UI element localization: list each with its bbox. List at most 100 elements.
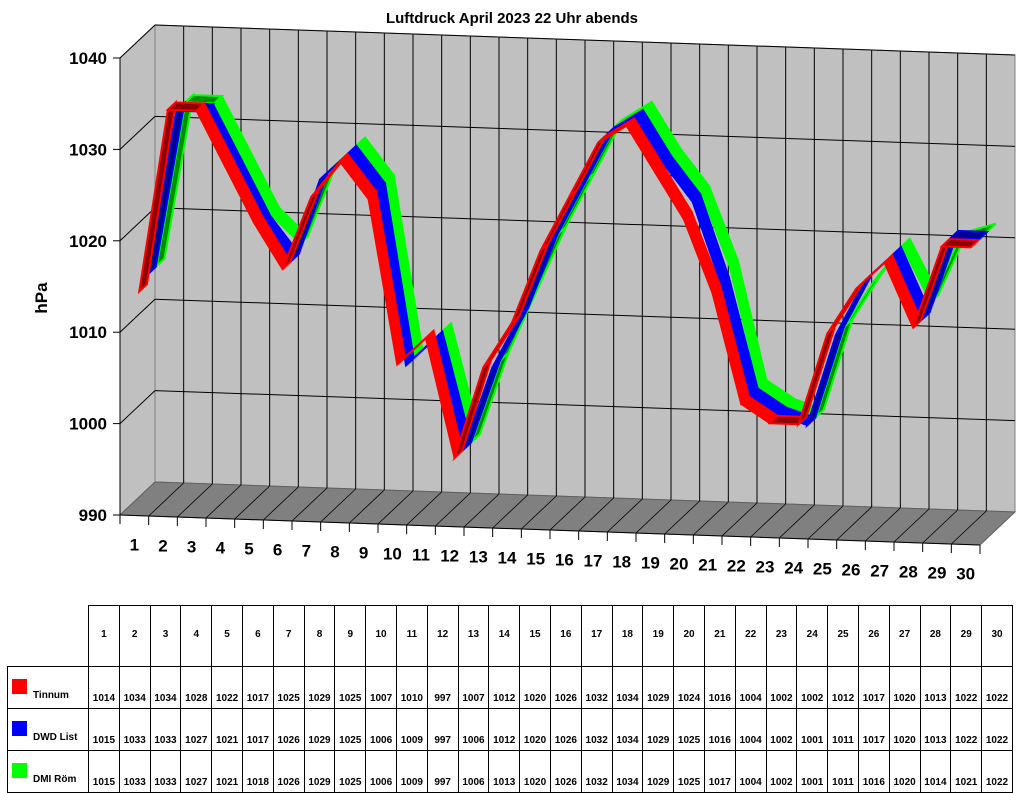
table-cell: 1004 xyxy=(734,750,767,793)
column-header: 6 xyxy=(241,605,274,667)
table-cell: 1017 xyxy=(241,708,274,751)
table-cell: 1006 xyxy=(457,708,490,751)
table-cell: 1033 xyxy=(149,708,182,751)
table-cell: 1034 xyxy=(611,708,644,751)
series-name: Tinnum xyxy=(33,690,69,701)
x-tick-label: 21 xyxy=(698,556,717,575)
column-header: 7 xyxy=(272,605,305,667)
table-cell: 1026 xyxy=(272,750,305,793)
column-header: 20 xyxy=(673,605,705,667)
x-tick-label: 20 xyxy=(670,555,689,574)
x-tick-label: 5 xyxy=(244,540,253,559)
table-cell: 1029 xyxy=(303,708,336,751)
chart-title: Luftdruck April 2023 22 Uhr abends xyxy=(385,10,638,27)
table-cell: 1034 xyxy=(149,666,182,709)
chart-series xyxy=(137,92,997,462)
y-tick-label: 1020 xyxy=(69,232,107,251)
table-cell: 1011 xyxy=(827,708,859,751)
table-cell: 1006 xyxy=(365,708,397,751)
table-cell: 1004 xyxy=(734,708,767,751)
table-cell: 1001 xyxy=(796,708,829,751)
table-cell: 1002 xyxy=(765,666,798,709)
chart-walls xyxy=(118,23,1017,546)
table-cell: 1033 xyxy=(149,750,182,793)
table-cell: 1017 xyxy=(857,708,890,751)
table-cell: 1006 xyxy=(457,750,490,793)
table-cell: 1009 xyxy=(395,750,428,793)
table-cell: 1022 xyxy=(981,708,1013,751)
x-tick-label: 18 xyxy=(612,553,631,572)
table-cell: 1025 xyxy=(334,750,367,793)
column-header: 4 xyxy=(180,605,213,667)
column-header: 12 xyxy=(426,605,459,667)
table-cell: 1013 xyxy=(919,666,952,709)
table-cell: 1029 xyxy=(642,750,675,793)
column-header: 23 xyxy=(765,605,798,667)
column-header: 29 xyxy=(950,605,983,667)
x-tick-label: 14 xyxy=(498,549,517,568)
x-tick-label: 29 xyxy=(928,564,947,583)
table-header-row: 1 2 3 4 5 6 7 8 9 10 11 12 13 14 15 16 17 18 19 20 21 22 23 24 2… xyxy=(7,605,1013,667)
table-cell: 1022 xyxy=(950,708,983,751)
y-tick-label: 990 xyxy=(79,506,107,525)
table-cell: 1021 xyxy=(211,708,243,751)
table-cell: 1001 xyxy=(796,750,829,793)
table-cell: 1012 xyxy=(827,666,859,709)
x-tick-label: 2 xyxy=(158,537,167,556)
x-tick-label: 8 xyxy=(330,543,339,562)
column-header: 9 xyxy=(334,605,367,667)
column-header: 18 xyxy=(611,605,644,667)
legend-swatch-icon xyxy=(12,721,27,736)
table-cell: 1032 xyxy=(580,708,613,751)
table-cell: 1021 xyxy=(950,750,983,793)
table-cell: 1002 xyxy=(765,750,798,793)
table-cell: 1028 xyxy=(180,666,213,709)
table-cell: 1012 xyxy=(488,708,521,751)
column-header: 24 xyxy=(796,605,829,667)
legend-entry: Tinnum xyxy=(7,666,89,709)
x-tick-label: 9 xyxy=(359,544,368,563)
x-tick-label: 6 xyxy=(273,541,282,560)
table-cell: 1034 xyxy=(611,750,644,793)
table-cell: 1018 xyxy=(241,750,274,793)
x-tick-label: 7 xyxy=(302,542,311,561)
x-tick-label: 27 xyxy=(870,562,889,581)
x-tick-label: 19 xyxy=(641,554,660,573)
table-corner xyxy=(7,605,89,667)
table-cell: 1020 xyxy=(519,666,551,709)
x-tick-label: 17 xyxy=(584,552,603,571)
table-cell: 1025 xyxy=(272,666,305,709)
table-row: Tinnum 1014 1034 1034 1028 1022 1017 1025 1029 10… xyxy=(7,666,1013,709)
table-cell: 1010 xyxy=(395,666,428,709)
table-cell: 1007 xyxy=(365,666,397,709)
x-tick-label: 25 xyxy=(813,560,832,579)
table-cell: 1029 xyxy=(303,666,336,709)
table-cell: 997 xyxy=(426,666,459,709)
table-cell: 1029 xyxy=(642,666,675,709)
table-cell: 1014 xyxy=(919,750,952,793)
legend-swatch-icon xyxy=(12,679,27,694)
x-tick-label: 1 xyxy=(130,536,139,555)
column-header: 3 xyxy=(149,605,182,667)
table-cell: 1022 xyxy=(950,666,983,709)
column-header: 21 xyxy=(703,605,736,667)
column-header: 14 xyxy=(488,605,521,667)
x-tick-label: 15 xyxy=(526,550,545,569)
table-cell: 1016 xyxy=(857,750,890,793)
series-name: DWD List xyxy=(33,732,78,743)
x-tick-label: 3 xyxy=(187,538,196,557)
column-header: 13 xyxy=(457,605,490,667)
y-tick-label: 1010 xyxy=(69,323,107,342)
table-cell: 1016 xyxy=(703,708,736,751)
column-header: 30 xyxy=(981,605,1013,667)
column-header: 10 xyxy=(365,605,397,667)
table-cell: 1022 xyxy=(981,666,1013,709)
column-header: 11 xyxy=(395,605,428,667)
table-cell: 1027 xyxy=(180,750,213,793)
table-cell: 997 xyxy=(426,708,459,751)
column-header: 1 xyxy=(88,605,120,667)
table-cell: 997 xyxy=(426,750,459,793)
table-cell: 1009 xyxy=(395,708,428,751)
table-cell: 1015 xyxy=(88,708,120,751)
table-cell: 1014 xyxy=(88,666,120,709)
